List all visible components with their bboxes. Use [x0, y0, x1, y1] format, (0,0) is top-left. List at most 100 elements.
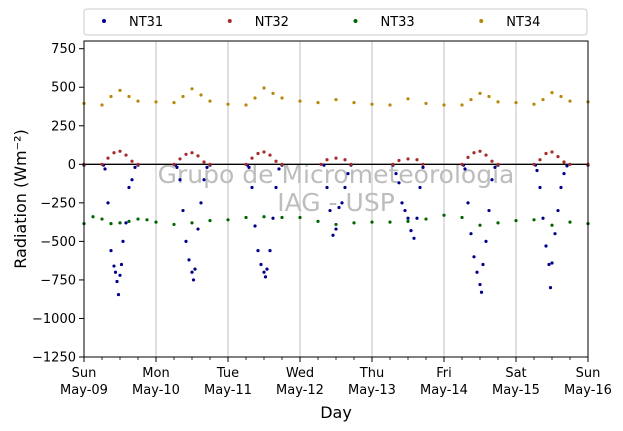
point-NT33 — [568, 220, 572, 224]
point-NT31 — [541, 216, 545, 220]
point-NT32 — [196, 154, 200, 158]
point-NT33 — [298, 215, 302, 220]
point-NT31 — [191, 278, 196, 282]
point-NT33 — [316, 219, 320, 223]
point-NT32 — [274, 159, 278, 163]
legend: NT31 NT32 NT33 NT34 — [83, 8, 588, 36]
point-NT32 — [568, 162, 572, 166]
point-NT34 — [226, 102, 230, 106]
legend-label-NT34: NT34 — [506, 15, 540, 30]
point-NT31 — [535, 168, 539, 173]
point-NT33 — [550, 223, 554, 227]
point-NT33 — [154, 220, 158, 224]
point-NT31 — [415, 216, 419, 220]
point-NT31 — [263, 275, 268, 279]
point-NT32 — [478, 149, 482, 153]
point-NT34 — [109, 94, 113, 99]
point-NT33 — [370, 220, 374, 224]
x-axis-label: Day — [320, 403, 352, 422]
point-NT31 — [562, 171, 566, 176]
y-tick-label-6: 250 — [51, 119, 76, 134]
point-NT34 — [469, 97, 473, 102]
point-NT31 — [190, 270, 194, 274]
point-NT32 — [544, 151, 548, 156]
series-NT34 — [82, 86, 590, 107]
point-NT31 — [493, 165, 497, 169]
point-NT31 — [277, 167, 281, 171]
point-NT33 — [100, 217, 104, 221]
point-NT33 — [514, 218, 518, 223]
point-NT31 — [109, 249, 113, 253]
point-NT34 — [352, 101, 356, 105]
point-NT31 — [421, 165, 425, 169]
point-NT32 — [172, 162, 176, 166]
point-NT32 — [472, 151, 476, 155]
point-NT31 — [475, 270, 479, 274]
point-NT31 — [119, 262, 124, 267]
point-NT34 — [172, 101, 176, 105]
point-NT32 — [532, 162, 536, 166]
point-NT32 — [460, 162, 464, 166]
point-NT33 — [334, 222, 338, 227]
point-NT32 — [202, 160, 206, 164]
point-NT31 — [328, 208, 332, 213]
point-NT31 — [268, 249, 272, 253]
point-NT32 — [268, 153, 272, 157]
point-NT32 — [538, 158, 542, 162]
point-NT31 — [130, 178, 134, 182]
point-NT31 — [247, 165, 251, 169]
point-NT31 — [559, 185, 563, 190]
x-tick-weekday-4: Thu — [359, 366, 384, 381]
point-NT31 — [271, 216, 275, 220]
point-NT34 — [370, 102, 374, 106]
point-NT33 — [136, 217, 140, 221]
point-NT34 — [532, 102, 536, 106]
point-NT34 — [424, 101, 428, 106]
y-tick-label-4: −250 — [40, 196, 76, 211]
point-NT32 — [184, 152, 188, 156]
point-NT33 — [109, 222, 113, 226]
x-tick-weekday-3: Wed — [286, 366, 314, 381]
point-NT31 — [412, 236, 416, 240]
x-tick-weekday-1: Mon — [142, 366, 169, 381]
point-NT31 — [181, 208, 185, 213]
point-NT31 — [553, 232, 557, 236]
point-NT32 — [190, 151, 194, 155]
watermark-line-2: IAG - USP — [277, 188, 395, 217]
point-NT33 — [280, 215, 284, 220]
point-NT33 — [460, 215, 464, 220]
x-tick-weekday-2: Tue — [216, 366, 239, 381]
x-tick-date-3: May-12 — [276, 383, 324, 398]
x-tick-weekday-7: Sun — [576, 366, 601, 381]
point-NT31 — [116, 292, 121, 297]
x-tick-weekday-0: Sun — [72, 366, 97, 381]
point-NT32 — [343, 158, 347, 162]
y-tick-label-7: 500 — [51, 81, 76, 96]
point-NT33 — [532, 218, 536, 222]
point-NT31 — [118, 273, 122, 277]
point-NT33 — [91, 215, 95, 219]
y-tick-label-5: 0 — [68, 158, 76, 173]
point-NT33 — [352, 221, 356, 225]
x-tick-date-1: May-10 — [132, 383, 180, 398]
point-NT31 — [112, 264, 116, 268]
point-NT31 — [184, 239, 188, 243]
point-NT34 — [496, 100, 500, 104]
point-NT31 — [205, 165, 209, 169]
x-tick-date-2: May-11 — [204, 383, 252, 398]
point-NT31 — [113, 270, 118, 274]
point-NT31 — [121, 239, 125, 243]
point-NT34 — [181, 94, 185, 99]
point-NT32 — [562, 160, 566, 164]
point-NT31 — [472, 255, 476, 259]
point-NT34 — [559, 94, 563, 99]
point-NT31 — [343, 185, 347, 190]
point-NT33 — [424, 217, 428, 221]
point-NT31 — [250, 185, 254, 190]
point-NT31 — [124, 221, 128, 225]
point-NT33 — [244, 215, 248, 220]
point-NT31 — [127, 185, 131, 190]
point-NT34 — [100, 103, 104, 107]
point-NT31 — [115, 279, 119, 284]
point-NT32 — [397, 158, 401, 163]
